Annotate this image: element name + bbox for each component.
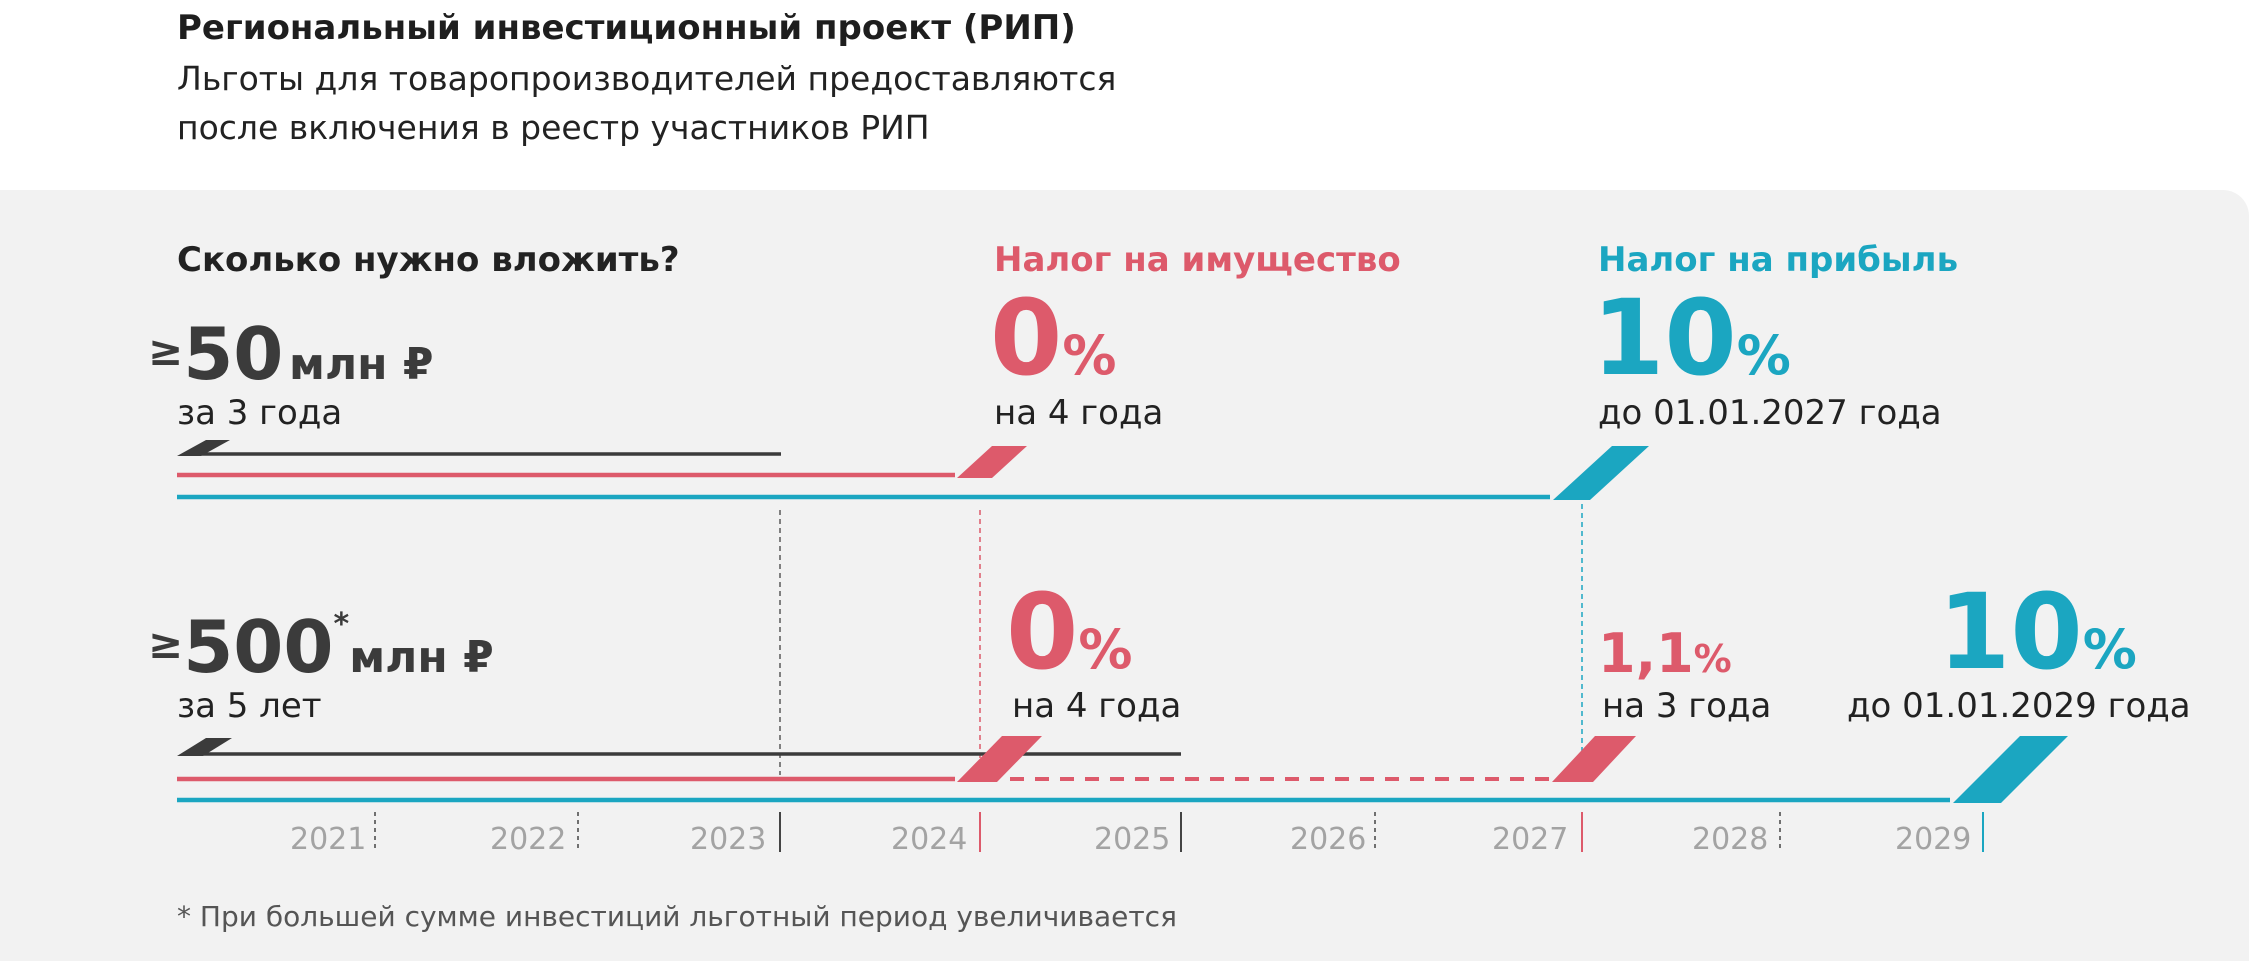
tier2-amount: 500	[183, 605, 334, 689]
year-label: 2024	[891, 822, 968, 857]
tier2-property-marker-end	[1552, 736, 1636, 782]
tier2-profit-marker	[1953, 736, 2068, 803]
tier1-unit: млн ₽	[288, 339, 434, 390]
tier1-property-marker	[957, 446, 1027, 478]
tier1-amount-block: ≥50 млн ₽	[148, 312, 434, 396]
tier2-profit-period: до 01.01.2029 года	[1847, 686, 2191, 726]
year-label: 2028	[1692, 822, 1769, 857]
year-label: 2026	[1290, 822, 1367, 857]
invest-heading: Сколько нужно вложить?	[177, 240, 680, 280]
tier2-asterisk: *	[333, 607, 350, 642]
year-label: 2027	[1492, 822, 1569, 857]
tier2-property-pct: %	[1078, 618, 1133, 681]
tier2-property2-period: на 3 года	[1602, 686, 1772, 726]
tier2-property-value-block: 0%	[1006, 580, 1132, 684]
page-title: Региональный инвестиционный проект (РИП)	[177, 8, 1076, 48]
property-tax-heading: Налог на имущество	[994, 240, 1401, 280]
tier1-property-value-block: 0%	[990, 286, 1116, 390]
tier2-amount-block: ≥500*млн ₽	[148, 605, 494, 689]
tier1-property-pct: %	[1062, 324, 1117, 387]
tier1-ge-sign: ≥	[148, 326, 184, 375]
tier2-unit: млн ₽	[349, 632, 494, 683]
tier2-profit-value-block: 10%	[1938, 580, 2137, 684]
tier1-amount: 50	[183, 312, 284, 396]
tier1-profit-value: 10	[1592, 277, 1737, 399]
year-label: 2029	[1895, 822, 1972, 857]
tier1-invest-start-marker	[177, 440, 230, 456]
subtitle-line-2: после включения в реестр участников РИП	[177, 108, 930, 147]
page-subtitle: Льготы для товаропроизводителей предоста…	[177, 54, 1116, 152]
tier1-period: за 3 года	[177, 393, 343, 433]
tier1-profit-period: до 01.01.2027 года	[1598, 393, 1942, 433]
tier1-property-period: на 4 года	[994, 393, 1164, 433]
tier2-property-value: 0	[1006, 571, 1079, 693]
tier2-property-period: на 4 года	[1012, 686, 1182, 726]
year-label: 2022	[490, 822, 567, 857]
tier1-profit-marker	[1553, 446, 1649, 500]
tier1-property-value: 0	[990, 277, 1063, 399]
year-label: 2025	[1094, 822, 1171, 857]
tier1-profit-pct: %	[1736, 324, 1791, 387]
tier2-period: за 5 лет	[177, 686, 322, 726]
subtitle-line-1: Льготы для товаропроизводителей предоста…	[177, 59, 1117, 98]
year-label: 2021	[290, 822, 367, 857]
profit-tax-heading: Налог на прибыль	[1598, 240, 1959, 280]
footnote: * При большей сумме инвестиций льготный …	[177, 900, 1177, 933]
tier2-property2-value: 1,1	[1598, 622, 1694, 685]
tier2-ge-sign: ≥	[148, 619, 184, 668]
tier2-property2-pct: %	[1693, 637, 1732, 681]
tier2-invest-start-marker	[177, 738, 232, 756]
timeline-panel	[0, 190, 2249, 961]
tier2-profit-pct: %	[2082, 618, 2137, 681]
year-label: 2023	[690, 822, 767, 857]
tier2-property-marker-start	[957, 736, 1042, 782]
tier1-profit-value-block: 10%	[1592, 286, 1791, 390]
tier2-property2-value-block: 1,1%	[1598, 627, 1732, 681]
tier2-profit-value: 10	[1938, 571, 2083, 693]
